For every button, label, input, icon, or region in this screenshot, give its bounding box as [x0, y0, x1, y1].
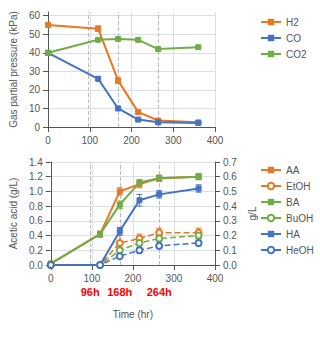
svg-text:10: 10	[29, 103, 41, 114]
svg-text:400: 400	[207, 273, 224, 284]
svg-text:CO2: CO2	[286, 49, 307, 60]
svg-text:200: 200	[125, 273, 142, 284]
svg-text:0.0: 0.0	[29, 260, 43, 271]
svg-text:20: 20	[29, 84, 41, 95]
svg-text:0.3: 0.3	[223, 215, 237, 226]
svg-text:0.4: 0.4	[223, 201, 237, 212]
svg-text:0.5: 0.5	[223, 186, 237, 197]
svg-text:168h: 168h	[107, 286, 132, 298]
svg-text:BuOH: BuOH	[286, 213, 313, 224]
svg-text:Time (hr): Time (hr)	[113, 309, 153, 320]
svg-text:30: 30	[29, 66, 41, 77]
svg-text:0: 0	[48, 273, 54, 284]
svg-text:AA: AA	[286, 165, 300, 176]
svg-text:300: 300	[165, 135, 182, 146]
svg-text:1.0: 1.0	[29, 186, 43, 197]
svg-text:0.0: 0.0	[223, 260, 237, 271]
svg-text:0.8: 0.8	[29, 201, 43, 212]
svg-text:Acetic acid (g/L): Acetic acid (g/L)	[8, 178, 19, 250]
svg-text:0: 0	[45, 135, 51, 146]
svg-text:H2: H2	[286, 17, 299, 28]
svg-text:HA: HA	[286, 229, 300, 240]
svg-text:400: 400	[207, 135, 224, 146]
svg-text:0.2: 0.2	[223, 230, 237, 241]
svg-text:CO: CO	[286, 33, 301, 44]
svg-text:96h: 96h	[81, 286, 100, 298]
svg-text:300: 300	[166, 273, 183, 284]
svg-text:0.6: 0.6	[223, 171, 237, 182]
svg-text:100: 100	[84, 273, 101, 284]
svg-text:g/L: g/L	[247, 206, 258, 220]
svg-text:50: 50	[29, 29, 41, 40]
svg-text:200: 200	[123, 135, 140, 146]
svg-text:1.2: 1.2	[29, 171, 43, 182]
svg-text:0.2: 0.2	[29, 245, 43, 256]
svg-text:60: 60	[29, 10, 41, 21]
svg-text:Gas partial pressure (kPa): Gas partial pressure (kPa)	[8, 11, 19, 128]
svg-text:264h: 264h	[147, 286, 172, 298]
svg-text:0.1: 0.1	[223, 245, 237, 256]
svg-text:0.7: 0.7	[223, 157, 237, 168]
svg-text:100: 100	[81, 135, 98, 146]
svg-text:0: 0	[34, 122, 40, 133]
svg-text:0.6: 0.6	[29, 215, 43, 226]
svg-text:HeOH: HeOH	[286, 245, 314, 256]
svg-text:BA: BA	[286, 197, 300, 208]
svg-text:EtOH: EtOH	[286, 181, 310, 192]
svg-text:1.4: 1.4	[29, 157, 43, 168]
svg-text:40: 40	[29, 47, 41, 58]
svg-text:0.4: 0.4	[29, 230, 43, 241]
